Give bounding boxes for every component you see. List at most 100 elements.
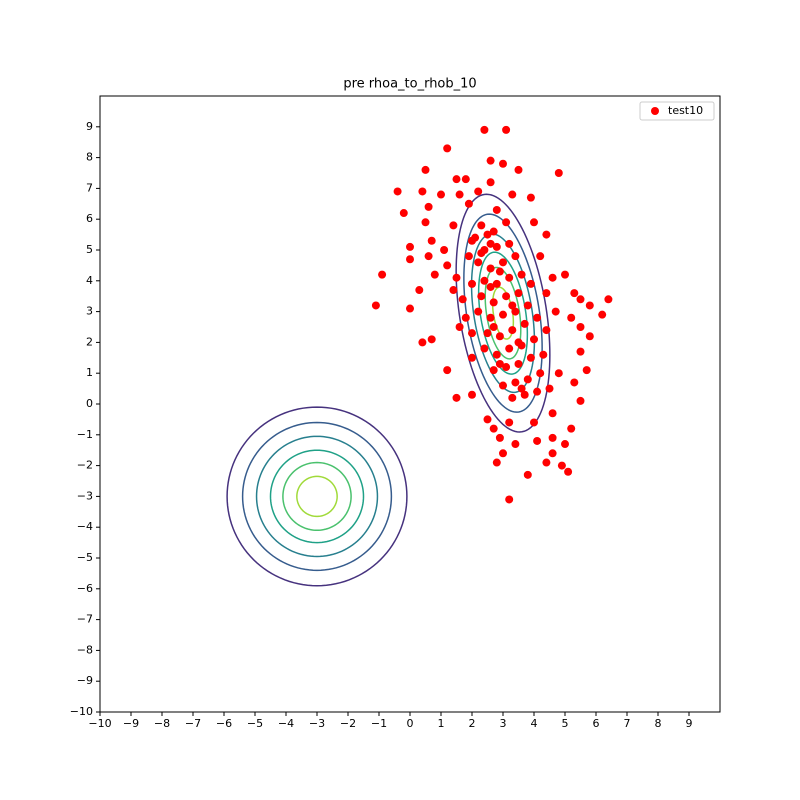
y-tick-label: −9 <box>77 674 93 687</box>
scatter-point <box>492 242 501 251</box>
legend-marker <box>651 107 659 115</box>
y-tick-label: 5 <box>86 243 93 256</box>
scatter-point <box>604 295 613 304</box>
y-tick-label: 2 <box>86 335 93 348</box>
scatter-point <box>505 495 514 504</box>
y-tick-label: 8 <box>86 151 93 164</box>
scatter-point <box>499 258 507 267</box>
scatter-point <box>505 273 514 282</box>
scatter-point <box>526 353 535 362</box>
scatter-point <box>452 175 461 184</box>
scatter-point <box>424 202 433 211</box>
contour <box>484 266 522 360</box>
scatter-point <box>545 384 554 393</box>
scatter-point <box>486 313 495 322</box>
scatter-point <box>548 433 557 442</box>
scatter-point <box>489 366 498 375</box>
scatter-point <box>424 252 433 261</box>
scatter-point <box>443 366 452 375</box>
scatter-point <box>471 233 480 242</box>
scatter-point <box>477 249 486 258</box>
scatter-point <box>427 236 436 245</box>
x-tick-label: −10 <box>88 717 111 730</box>
scatter-point <box>464 252 473 261</box>
scatter-point <box>542 289 551 298</box>
contour <box>269 449 365 544</box>
x-tick-label: −6 <box>216 717 232 730</box>
y-tick-label: 9 <box>86 120 93 133</box>
scatter-point <box>415 286 424 295</box>
scatter-point <box>533 436 542 445</box>
y-tick-label: 4 <box>86 274 93 287</box>
scatter-point <box>548 273 557 282</box>
x-tick-label: −4 <box>278 717 294 730</box>
scatter-point <box>502 125 511 134</box>
scatter-point <box>495 433 504 442</box>
scatter-point <box>477 221 486 230</box>
scatter-point <box>511 307 520 316</box>
scatter-point <box>514 165 523 174</box>
scatter-point <box>378 270 387 279</box>
scatter-point <box>502 292 511 301</box>
scatter-point <box>570 289 579 298</box>
scatter-point <box>548 409 557 418</box>
scatter-point <box>461 313 470 322</box>
scatter-point <box>530 335 538 344</box>
scatter-point <box>508 190 517 199</box>
scatter-point <box>449 221 458 230</box>
scatter-point <box>505 418 514 427</box>
x-tick-label: 4 <box>531 717 538 730</box>
scatter-point <box>458 295 467 304</box>
scatter-point <box>523 301 532 310</box>
scatter-point <box>567 424 576 433</box>
scatter-point <box>499 381 507 390</box>
legend-label: test10 <box>668 104 703 117</box>
scatter-point <box>418 338 427 347</box>
scatter-point <box>474 258 483 267</box>
y-tick-label: 1 <box>86 366 93 379</box>
scatter-point <box>480 344 489 353</box>
scatter-point <box>554 369 563 378</box>
scatter-point <box>561 440 569 449</box>
scatter-point <box>499 159 507 168</box>
y-tick-label: −6 <box>77 582 93 595</box>
scatter-point <box>464 199 473 208</box>
scatter-point <box>483 230 492 239</box>
scatter-point <box>548 449 557 458</box>
scatter-point <box>440 246 449 254</box>
x-tick-label: 7 <box>624 717 631 730</box>
scatter-point <box>492 350 501 359</box>
scatter-point <box>486 282 495 291</box>
scatter-point <box>551 307 560 316</box>
scatter-point <box>418 187 427 196</box>
scatter-point <box>533 387 542 396</box>
contour <box>477 251 529 375</box>
scatter-point <box>474 307 483 316</box>
x-tick-label: −5 <box>247 717 263 730</box>
scatter-point <box>523 375 532 384</box>
scatter-point <box>449 286 458 295</box>
scatter-point <box>511 440 520 449</box>
scatter-point <box>489 298 498 307</box>
scatter-point <box>421 218 430 227</box>
scatter-point <box>542 458 551 467</box>
scatter-point <box>468 279 476 288</box>
scatter-point <box>443 261 452 270</box>
scatter-point <box>452 273 461 282</box>
scatter-point <box>576 295 585 304</box>
scatter-point <box>430 270 439 279</box>
scatter-point <box>542 326 551 335</box>
scatter-point <box>564 467 573 476</box>
x-tick-label: 0 <box>407 717 414 730</box>
y-tick-label: −3 <box>77 489 93 502</box>
y-tick-label: −5 <box>77 551 93 564</box>
scatter-point <box>517 270 526 279</box>
scatter-point <box>477 292 486 301</box>
scatter-point <box>523 470 532 479</box>
scatter-point <box>406 304 414 313</box>
scatter-point <box>492 458 501 467</box>
scatter-point <box>536 369 545 378</box>
contour <box>241 421 393 572</box>
contour <box>455 193 551 433</box>
